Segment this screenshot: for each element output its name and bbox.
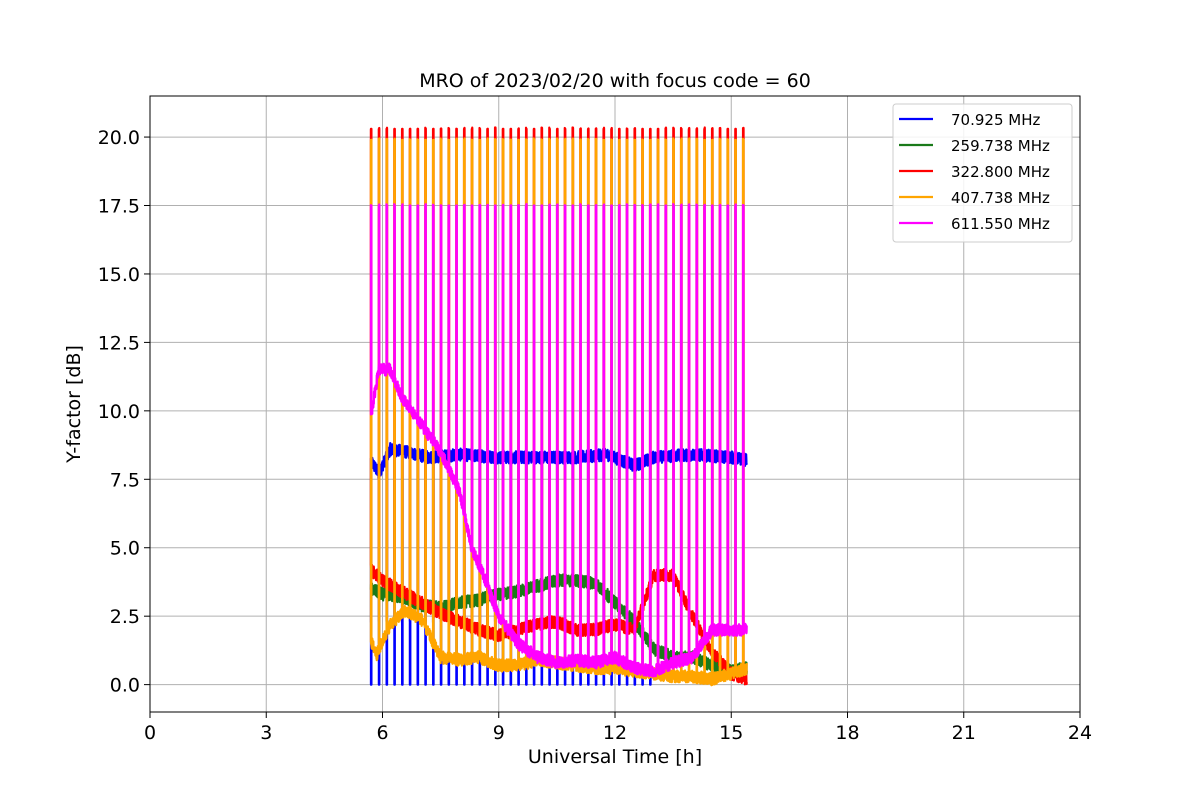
legend-label: 407.738 MHz [951,189,1050,207]
series-line-4 [369,203,748,678]
series-layer [369,126,748,687]
tick-layer: 0 3 6 9 12 15 18 21 24 0.0 2.5 5.0 7.5 10.0 12.5 15.0 17… [98,127,1092,744]
x-tick-label: 24 [1068,722,1092,744]
y-tick-label: 7.5 [110,469,140,491]
y-tick-label: 12.5 [98,332,140,354]
x-tick-label: 21 [952,722,976,744]
legend-label: 322.800 MHz [951,163,1050,181]
y-tick-label: 20.0 [98,127,140,149]
y-tick-label: 0.0 [110,675,140,697]
x-tick-label: 9 [493,722,505,744]
chart-title: MRO of 2023/02/20 with focus code = 60 [419,70,811,92]
y-axis-label: Y-factor [dB] [63,345,85,464]
x-tick-label: 3 [260,722,272,744]
legend-box [892,103,1073,243]
x-tick-label: 15 [719,722,743,744]
y-tick-label: 15.0 [98,264,140,286]
x-axis-label: Universal Time [h] [528,746,702,768]
y-tick-label: 5.0 [110,538,140,560]
x-tick-label: 12 [603,722,627,744]
legend-label: 611.550 MHz [951,215,1050,233]
y-tick-label: 17.5 [98,196,140,218]
legend-label: 70.925 MHz [951,111,1040,129]
legend-label: 259.738 MHz [951,137,1050,155]
x-tick-label: 18 [835,722,859,744]
x-tick-label: 6 [376,722,388,744]
x-tick-label: 0 [144,722,156,744]
legend: 70.925 MHz 259.738 MHz 322.800 MHz 407.738 … [892,103,1073,243]
y-tick-label: 10.0 [98,401,140,423]
y-tick-label: 2.5 [110,606,140,628]
